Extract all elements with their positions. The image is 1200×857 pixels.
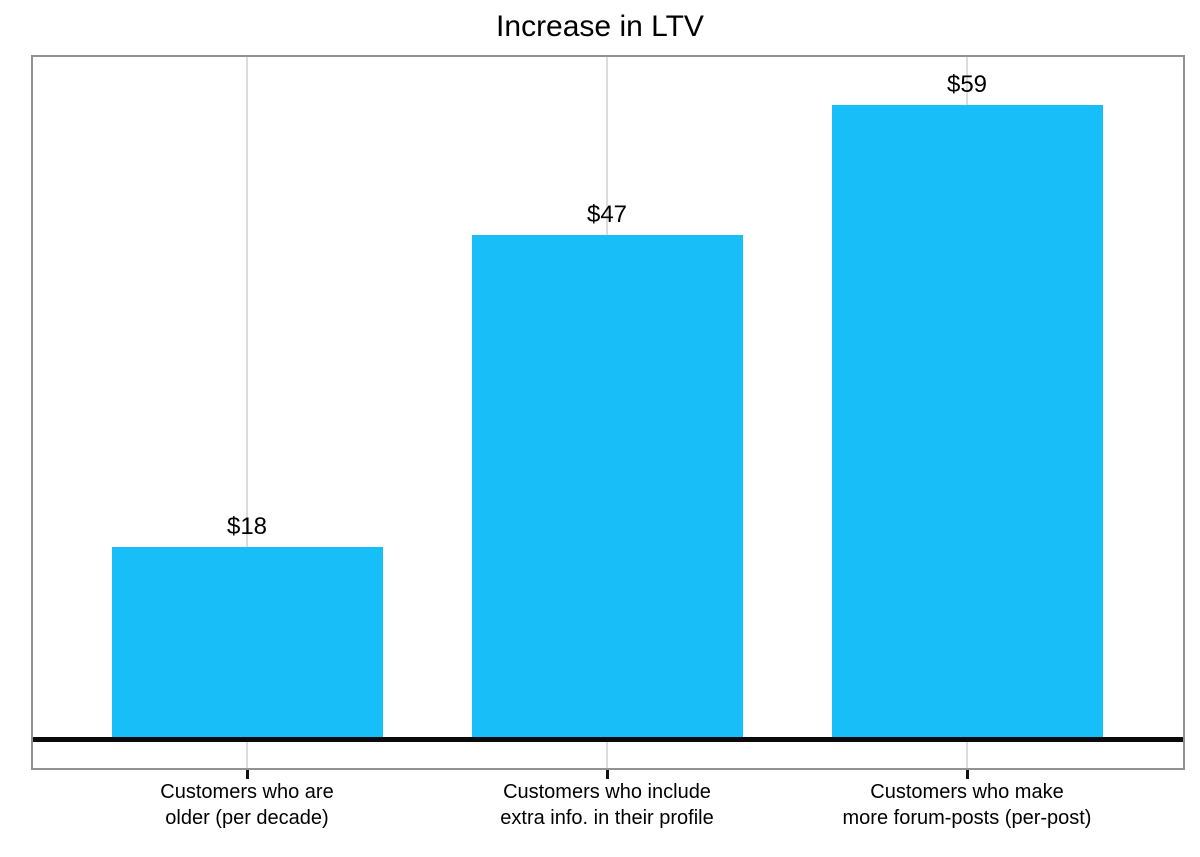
- zero-axis-line: [33, 737, 1183, 742]
- bar-3: [831, 105, 1103, 741]
- bar-1: [111, 547, 383, 741]
- x-axis-category-label: Customers who include extra info. in thei…: [372, 779, 842, 831]
- x-axis-tick: [605, 770, 609, 779]
- x-axis-category-label: Customers who make more forum-posts (per-…: [732, 779, 1200, 831]
- x-axis-category-label: Customers who are older (per decade): [12, 779, 482, 831]
- x-axis-category-label-line: Customers who make: [870, 781, 1064, 803]
- bar-value-label: $47: [586, 201, 628, 228]
- x-axis-category-label-line: extra info. in their profile: [500, 807, 714, 829]
- x-axis-tick: [245, 770, 249, 779]
- bar-2: [471, 235, 743, 741]
- chart-title: Increase in LTV: [496, 10, 704, 43]
- x-axis-category-label-line: older (per decade): [165, 807, 329, 829]
- x-axis-category-label-line: Customers who are: [160, 781, 334, 803]
- x-axis-tick: [965, 770, 969, 779]
- bar-value-label: $18: [226, 513, 268, 540]
- plot-panel: $18 $47 $59: [31, 55, 1185, 770]
- bar-value-label: $59: [946, 71, 988, 98]
- x-axis-category-label-line: Customers who include: [503, 781, 711, 803]
- x-axis-category-label-line: more forum-posts (per-post): [842, 807, 1092, 829]
- category-gridline: [246, 57, 248, 768]
